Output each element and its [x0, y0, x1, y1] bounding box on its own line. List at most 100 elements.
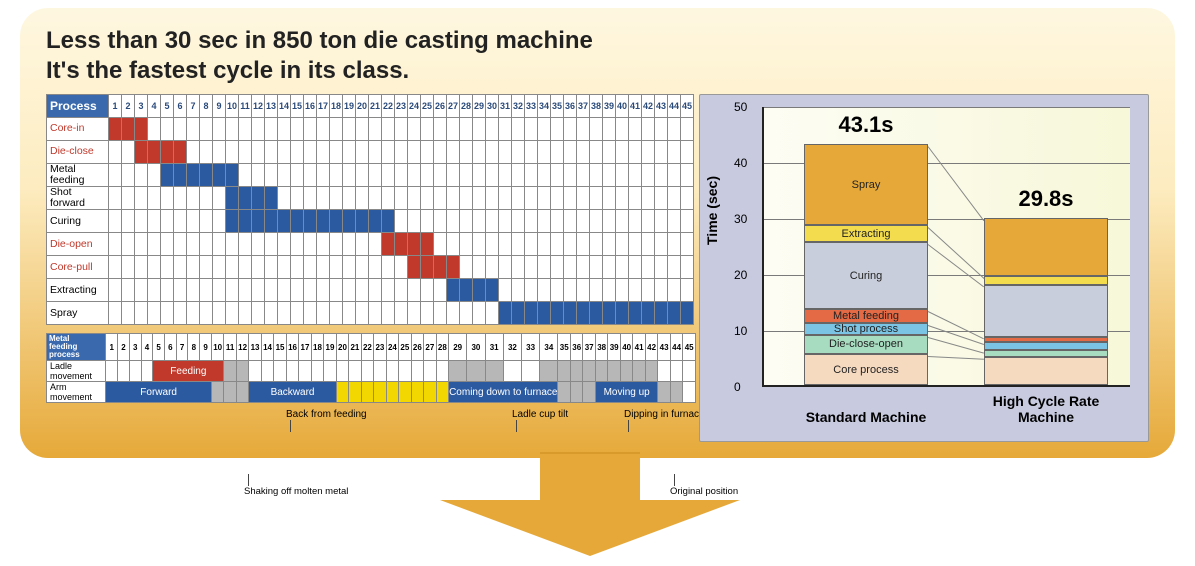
gantt-cell — [330, 279, 343, 302]
mf-tick: 30 — [467, 334, 485, 361]
gantt-cell — [590, 187, 603, 210]
gantt-cell — [538, 210, 551, 233]
gantt-cell — [187, 233, 200, 256]
gantt-cell — [616, 233, 629, 256]
gantt-cell — [161, 164, 174, 187]
gantt-cell — [460, 233, 473, 256]
gantt-cell — [590, 164, 603, 187]
gantt-cell — [109, 141, 122, 164]
gantt-cell — [590, 118, 603, 141]
gantt-cell — [161, 210, 174, 233]
gantt-cell — [109, 210, 122, 233]
mf-cell — [683, 361, 696, 382]
callout-label: Back from feeding — [286, 409, 367, 420]
gantt-cell — [512, 233, 525, 256]
gantt-cell — [109, 302, 122, 325]
mf-tick: 42 — [645, 334, 657, 361]
gantt-cell — [135, 233, 148, 256]
gantt-cell — [213, 141, 226, 164]
gantt-tick: 25 — [421, 95, 434, 118]
gantt-cell — [148, 302, 161, 325]
gantt-cell — [629, 141, 642, 164]
gantt-cell — [512, 302, 525, 325]
gantt-tick: 39 — [603, 95, 616, 118]
guide-line — [928, 228, 985, 280]
gantt-tick: 27 — [447, 95, 460, 118]
gantt-cell — [577, 279, 590, 302]
gantt-cell — [382, 164, 395, 187]
gantt-cell — [421, 256, 434, 279]
mf-tick: 31 — [485, 334, 503, 361]
gantt-cell — [538, 279, 551, 302]
gantt-cell — [213, 279, 226, 302]
gantt-row-label: Shotforward — [47, 187, 109, 210]
gantt-cell — [629, 233, 642, 256]
mf-row-label: Armmovement — [47, 382, 106, 403]
gantt-cell — [317, 279, 330, 302]
gantt-cell — [447, 302, 460, 325]
gantt-tick: 14 — [278, 95, 291, 118]
gantt-cell — [148, 256, 161, 279]
gantt-cell — [226, 187, 239, 210]
mf-tick: 5 — [153, 334, 165, 361]
gantt-cell — [330, 302, 343, 325]
gantt-cell — [252, 210, 265, 233]
mf-cell — [558, 361, 570, 382]
bar-segment: Spray — [804, 144, 928, 226]
gantt-cell — [590, 302, 603, 325]
gantt-row-label: Spray — [47, 302, 109, 325]
gantt-tick: 32 — [512, 95, 525, 118]
gantt-cell — [447, 279, 460, 302]
gantt-tick: 41 — [629, 95, 642, 118]
gantt-cell — [577, 233, 590, 256]
bar-segment: Shot process — [804, 323, 928, 334]
gantt-cell — [668, 141, 681, 164]
y-tick-label: 20 — [734, 268, 747, 282]
gantt-cell — [655, 164, 668, 187]
gantt-cell — [538, 256, 551, 279]
gantt-cell — [577, 187, 590, 210]
gantt-cell — [369, 118, 382, 141]
gantt-cell — [603, 187, 616, 210]
gantt-cell — [239, 210, 252, 233]
mf-tick: 35 — [558, 334, 570, 361]
gantt-tick: 12 — [252, 95, 265, 118]
gantt-cell — [499, 233, 512, 256]
gantt-cell — [655, 210, 668, 233]
gantt-cell — [447, 164, 460, 187]
gantt-cell — [629, 302, 642, 325]
bar-segment — [984, 218, 1108, 276]
gantt-cell — [499, 118, 512, 141]
gantt-cell — [447, 256, 460, 279]
gantt-cell — [161, 256, 174, 279]
title-line2: It's the fastest cycle in its class. — [46, 57, 409, 84]
gantt-cell — [668, 210, 681, 233]
gantt-cell — [356, 164, 369, 187]
gantt-row-label: Extracting — [47, 279, 109, 302]
gantt-tick: 37 — [577, 95, 590, 118]
gantt-cell — [525, 187, 538, 210]
main-panel: Less than 30 sec in 850 ton die casting … — [20, 8, 1175, 458]
gantt-cell — [577, 141, 590, 164]
gantt-cell — [681, 279, 694, 302]
gantt-cell — [148, 210, 161, 233]
gantt-cell — [512, 210, 525, 233]
gantt-cell — [252, 118, 265, 141]
gantt-cell — [291, 302, 304, 325]
gantt-cell — [291, 233, 304, 256]
gantt-cell — [551, 279, 564, 302]
gantt-cell — [122, 233, 135, 256]
gantt-cell — [213, 233, 226, 256]
gantt-cell — [330, 210, 343, 233]
gantt-cell — [642, 164, 655, 187]
mf-tick: 22 — [361, 334, 373, 361]
gantt-cell — [343, 187, 356, 210]
gantt-cell — [551, 233, 564, 256]
gantt-cell — [512, 141, 525, 164]
mf-cell — [620, 361, 632, 382]
gantt-cell — [408, 164, 421, 187]
gantt-cell — [681, 210, 694, 233]
gantt-cell — [512, 164, 525, 187]
bar-value-label: 29.8s — [984, 186, 1108, 212]
mf-tick: 43 — [658, 334, 670, 361]
